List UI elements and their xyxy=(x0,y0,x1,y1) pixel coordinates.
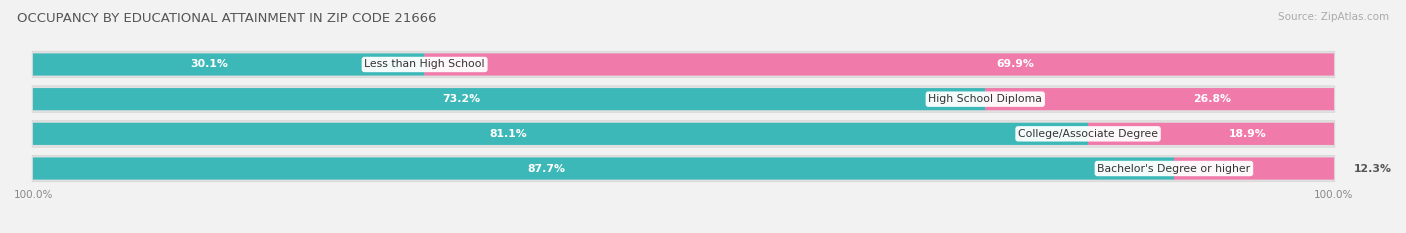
Text: 18.9%: 18.9% xyxy=(1229,129,1267,139)
Text: 26.8%: 26.8% xyxy=(1192,94,1230,104)
Text: 100.0%: 100.0% xyxy=(1315,190,1354,200)
Text: OCCUPANCY BY EDUCATIONAL ATTAINMENT IN ZIP CODE 21666: OCCUPANCY BY EDUCATIONAL ATTAINMENT IN Z… xyxy=(17,12,436,25)
Text: College/Associate Degree: College/Associate Degree xyxy=(1018,129,1159,139)
Text: 73.2%: 73.2% xyxy=(443,94,481,104)
Text: High School Diploma: High School Diploma xyxy=(928,94,1042,104)
Text: Less than High School: Less than High School xyxy=(364,59,485,69)
FancyBboxPatch shape xyxy=(32,53,425,75)
FancyBboxPatch shape xyxy=(32,88,986,110)
Text: 100.0%: 100.0% xyxy=(14,190,53,200)
FancyBboxPatch shape xyxy=(1174,158,1334,180)
Text: 87.7%: 87.7% xyxy=(527,164,565,174)
Text: 69.9%: 69.9% xyxy=(997,59,1035,69)
FancyBboxPatch shape xyxy=(32,158,1174,180)
FancyBboxPatch shape xyxy=(32,123,1088,145)
Text: Source: ZipAtlas.com: Source: ZipAtlas.com xyxy=(1278,12,1389,22)
FancyBboxPatch shape xyxy=(32,51,1334,78)
Text: 81.1%: 81.1% xyxy=(489,129,527,139)
FancyBboxPatch shape xyxy=(425,53,1334,75)
FancyBboxPatch shape xyxy=(32,155,1334,182)
FancyBboxPatch shape xyxy=(32,86,1334,113)
Text: 12.3%: 12.3% xyxy=(1354,164,1392,174)
FancyBboxPatch shape xyxy=(986,88,1334,110)
FancyBboxPatch shape xyxy=(32,120,1334,147)
FancyBboxPatch shape xyxy=(1088,123,1334,145)
Text: Bachelor's Degree or higher: Bachelor's Degree or higher xyxy=(1097,164,1250,174)
Text: 30.1%: 30.1% xyxy=(190,59,228,69)
